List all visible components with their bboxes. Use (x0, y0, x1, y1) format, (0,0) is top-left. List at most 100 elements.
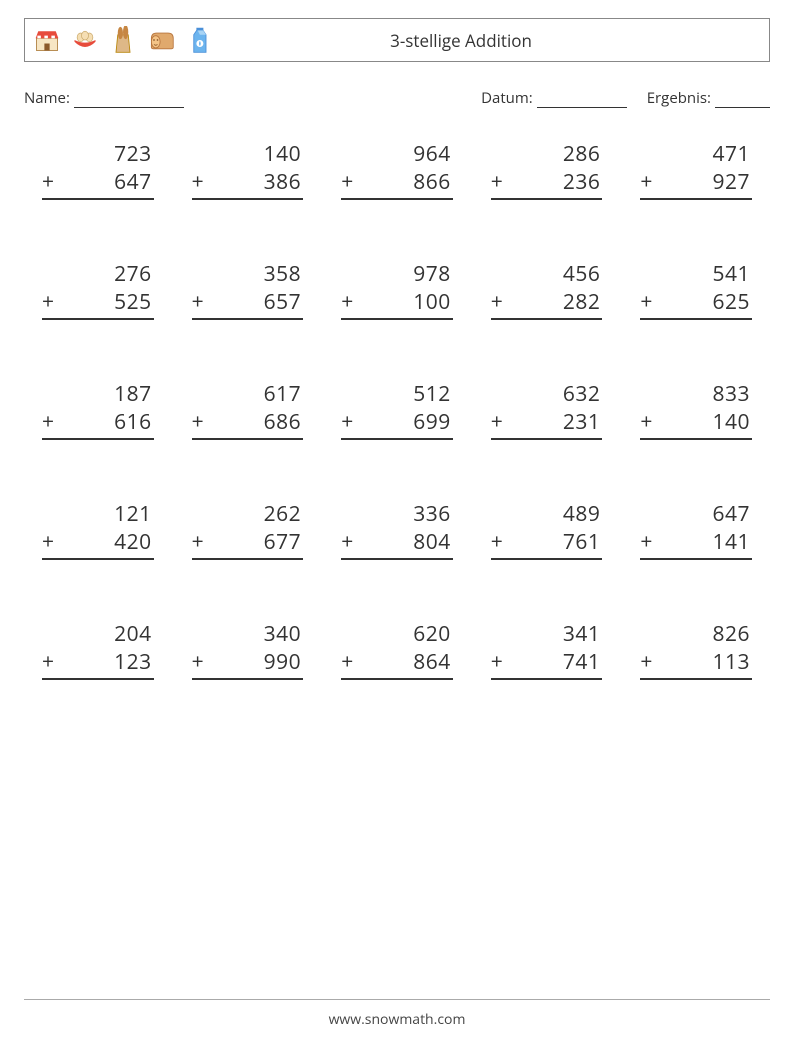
plus-operator: + (491, 168, 504, 196)
bread-bag-icon (109, 26, 137, 54)
addend-bottom: +741 (491, 648, 603, 680)
addend-bottom: +236 (491, 168, 603, 200)
addend-bottom: +677 (192, 528, 304, 560)
addend-top: 456 (491, 260, 603, 288)
addend-bottom: +927 (640, 168, 752, 200)
addition-problem: 358+657 (192, 260, 304, 320)
addend-bottom: +990 (192, 648, 304, 680)
addend-top: 964 (341, 140, 453, 168)
info-row: Name: Datum: Ergebnis: (24, 88, 770, 108)
plus-operator: + (341, 528, 354, 556)
plus-operator: + (192, 408, 205, 436)
addend-top: 541 (640, 260, 752, 288)
addend-bottom: +866 (341, 168, 453, 200)
addition-problem: 340+990 (192, 620, 304, 680)
addition-problem: 471+927 (640, 140, 752, 200)
addition-problem: 632+231 (491, 380, 603, 440)
addend-bottom: +113 (640, 648, 752, 680)
addend-top: 187 (42, 380, 154, 408)
addend-top: 978 (341, 260, 453, 288)
addend-bottom: +282 (491, 288, 603, 320)
worksheet-title: 3-stellige Addition (213, 29, 769, 52)
date-blank[interactable] (537, 92, 627, 108)
plus-operator: + (192, 288, 205, 316)
addition-problem: 286+236 (491, 140, 603, 200)
plus-operator: + (42, 528, 55, 556)
addend-bottom: +864 (341, 648, 453, 680)
addition-problem: 336+804 (341, 500, 453, 560)
addend-top: 341 (491, 620, 603, 648)
addend-top: 632 (491, 380, 603, 408)
footer: www.snowmath.com (0, 999, 794, 1029)
addend-bottom: +761 (491, 528, 603, 560)
plus-operator: + (491, 288, 504, 316)
addend-top: 358 (192, 260, 304, 288)
plus-operator: + (341, 288, 354, 316)
addend-top: 620 (341, 620, 453, 648)
worksheet-page: 3-stellige Addition Name: Datum: Ergebni… (0, 0, 794, 1053)
addend-bottom: +804 (341, 528, 453, 560)
addend-top: 121 (42, 500, 154, 528)
addition-problem: 978+100 (341, 260, 453, 320)
addend-top: 336 (341, 500, 453, 528)
name-blank[interactable] (74, 92, 184, 108)
result-blank[interactable] (715, 92, 770, 108)
addend-bottom: +616 (42, 408, 154, 440)
plus-operator: + (192, 648, 205, 676)
plus-operator: + (640, 648, 653, 676)
addition-problem: 204+123 (42, 620, 154, 680)
addition-problem: 121+420 (42, 500, 154, 560)
plus-operator: + (192, 168, 205, 196)
eggs-icon (71, 26, 99, 54)
addend-bottom: +386 (192, 168, 304, 200)
plus-operator: + (42, 288, 55, 316)
plus-operator: + (341, 408, 354, 436)
addend-bottom: +657 (192, 288, 304, 320)
addend-top: 489 (491, 500, 603, 528)
addition-problem: 541+625 (640, 260, 752, 320)
header-icons (25, 26, 213, 54)
addition-problem: 833+140 (640, 380, 752, 440)
addend-top: 262 (192, 500, 304, 528)
addition-problem: 647+141 (640, 500, 752, 560)
addend-top: 647 (640, 500, 752, 528)
footer-divider (24, 999, 770, 1000)
addition-problem: 262+677 (192, 500, 304, 560)
addend-bottom: +231 (491, 408, 603, 440)
addend-bottom: +699 (341, 408, 453, 440)
date-field: Datum: (481, 88, 627, 108)
addend-bottom: +647 (42, 168, 154, 200)
result-label: Ergebnis: (647, 88, 711, 108)
addend-top: 826 (640, 620, 752, 648)
addend-bottom: +100 (341, 288, 453, 320)
date-label: Datum: (481, 88, 533, 108)
addend-bottom: +140 (640, 408, 752, 440)
addition-problem: 276+525 (42, 260, 154, 320)
addition-problem: 964+866 (341, 140, 453, 200)
addend-top: 204 (42, 620, 154, 648)
addend-top: 833 (640, 380, 752, 408)
plus-operator: + (491, 648, 504, 676)
plus-operator: + (42, 648, 55, 676)
addend-top: 140 (192, 140, 304, 168)
plus-operator: + (491, 408, 504, 436)
addend-bottom: +141 (640, 528, 752, 560)
addend-bottom: +420 (42, 528, 154, 560)
result-field: Ergebnis: (647, 88, 770, 108)
addition-problem: 187+616 (42, 380, 154, 440)
addition-problem: 620+864 (341, 620, 453, 680)
addend-top: 286 (491, 140, 603, 168)
addition-problem: 723+647 (42, 140, 154, 200)
addend-top: 471 (640, 140, 752, 168)
addend-bottom: +686 (192, 408, 304, 440)
plus-operator: + (640, 288, 653, 316)
addition-problem: 341+741 (491, 620, 603, 680)
addition-problem: 512+699 (341, 380, 453, 440)
plus-operator: + (640, 168, 653, 196)
addend-top: 723 (42, 140, 154, 168)
milk-icon (185, 26, 213, 54)
addition-problem: 140+386 (192, 140, 304, 200)
header-box: 3-stellige Addition (24, 18, 770, 62)
name-label: Name: (24, 88, 70, 108)
plus-operator: + (192, 528, 205, 556)
